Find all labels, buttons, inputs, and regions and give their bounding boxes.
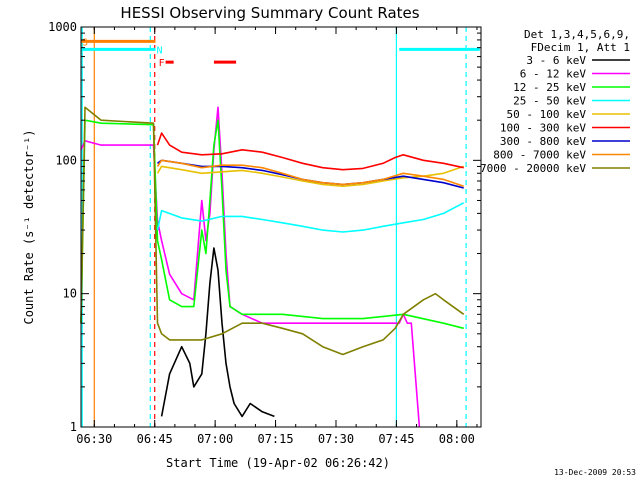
y-tick-label-1: 10 [63, 287, 77, 301]
x-tick-label-0: 06:30 [76, 432, 112, 446]
flag-label-s: S [82, 37, 88, 48]
axes: 06:30 06:45 07:00 07:15 07:30 07:45 08:00 1 10 10… [48, 20, 481, 446]
plot-frame [80, 26, 482, 428]
series-line-0 [160, 247, 275, 418]
legend-entry-0: 3 - 6 keV [526, 54, 586, 67]
legend-entry-7: 800 - 7000 keV [493, 149, 586, 162]
y-tick-label-3: 1000 [48, 20, 77, 34]
legend: Det 1,3,4,5,6,9, FDecim 1, Att 1 3 - 6 k… [480, 28, 630, 175]
chart-title: HESSI Observing Summary Count Rates [120, 4, 419, 22]
legend-entry-3: 25 - 50 keV [513, 95, 586, 108]
legend-entry-2: 12 - 25 keV [513, 81, 586, 94]
footer-date: 13-Dec-2009 20:53 [554, 468, 636, 477]
series-line-1 [80, 106, 421, 428]
series-line-7 [156, 159, 464, 187]
legend-header-line-1: Det 1,3,4,5,6,9, [524, 28, 630, 41]
legend-entry-8: 7000 - 20000 keV [480, 162, 586, 175]
x-tick-label-3: 07:15 [257, 432, 293, 446]
flag-label-n: N [157, 45, 163, 56]
plot-area: S NF [80, 27, 480, 428]
x-tick-label-2: 07:00 [197, 432, 233, 446]
x-tick-label-6: 08:00 [439, 432, 475, 446]
legend-entry-1: 6 - 12 keV [520, 68, 587, 81]
legend-entry-5: 100 - 300 keV [500, 122, 586, 135]
series-line-3 [156, 202, 465, 233]
x-tick-label-1: 06:45 [137, 432, 173, 446]
series-line-8 [80, 106, 465, 356]
x-tick-label-4: 07:30 [318, 432, 354, 446]
y-axis-label: Count Rate (s⁻¹ detector⁻¹) [22, 129, 36, 324]
series-line-4 [156, 165, 464, 187]
x-tick-label-5: 07:45 [378, 432, 414, 446]
legend-header-line-2: FDecim 1, Att 1 [531, 41, 630, 54]
legend-entry-4: 50 - 100 keV [507, 108, 587, 121]
legend-entry-6: 300 - 800 keV [500, 135, 586, 148]
y-tick-label-0: 1 [70, 420, 77, 434]
series-line-5 [156, 132, 464, 171]
y-tick-label-2: 100 [55, 153, 77, 167]
x-axis-label: Start Time (19-Apr-02 06:26:42) [166, 456, 390, 470]
flag-label-f: F [159, 58, 165, 69]
series-line-2 [80, 119, 464, 330]
